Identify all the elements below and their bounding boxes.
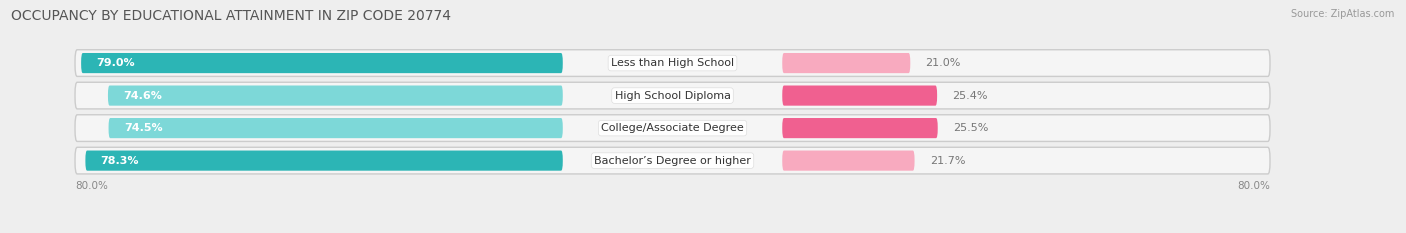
FancyBboxPatch shape	[75, 50, 1270, 76]
Text: 25.5%: 25.5%	[953, 123, 988, 133]
Text: OCCUPANCY BY EDUCATIONAL ATTAINMENT IN ZIP CODE 20774: OCCUPANCY BY EDUCATIONAL ATTAINMENT IN Z…	[11, 9, 451, 23]
Text: Less than High School: Less than High School	[612, 58, 734, 68]
FancyBboxPatch shape	[782, 151, 914, 171]
FancyBboxPatch shape	[75, 82, 1270, 109]
FancyBboxPatch shape	[82, 53, 562, 73]
Text: College/Associate Degree: College/Associate Degree	[602, 123, 744, 133]
Text: 21.7%: 21.7%	[929, 156, 966, 166]
Text: Bachelor’s Degree or higher: Bachelor’s Degree or higher	[595, 156, 751, 166]
FancyBboxPatch shape	[108, 86, 562, 106]
FancyBboxPatch shape	[782, 118, 938, 138]
Text: 21.0%: 21.0%	[925, 58, 960, 68]
FancyBboxPatch shape	[75, 115, 1270, 141]
Text: High School Diploma: High School Diploma	[614, 91, 731, 101]
Text: 80.0%: 80.0%	[1237, 181, 1270, 191]
Text: 25.4%: 25.4%	[952, 91, 988, 101]
FancyBboxPatch shape	[782, 86, 938, 106]
Text: 78.3%: 78.3%	[101, 156, 139, 166]
Text: 80.0%: 80.0%	[75, 181, 108, 191]
Text: 74.6%: 74.6%	[124, 91, 162, 101]
FancyBboxPatch shape	[86, 151, 562, 171]
FancyBboxPatch shape	[75, 147, 1270, 174]
FancyBboxPatch shape	[782, 53, 910, 73]
Text: Source: ZipAtlas.com: Source: ZipAtlas.com	[1291, 9, 1395, 19]
FancyBboxPatch shape	[108, 118, 562, 138]
Text: 74.5%: 74.5%	[124, 123, 163, 133]
Text: 79.0%: 79.0%	[97, 58, 135, 68]
